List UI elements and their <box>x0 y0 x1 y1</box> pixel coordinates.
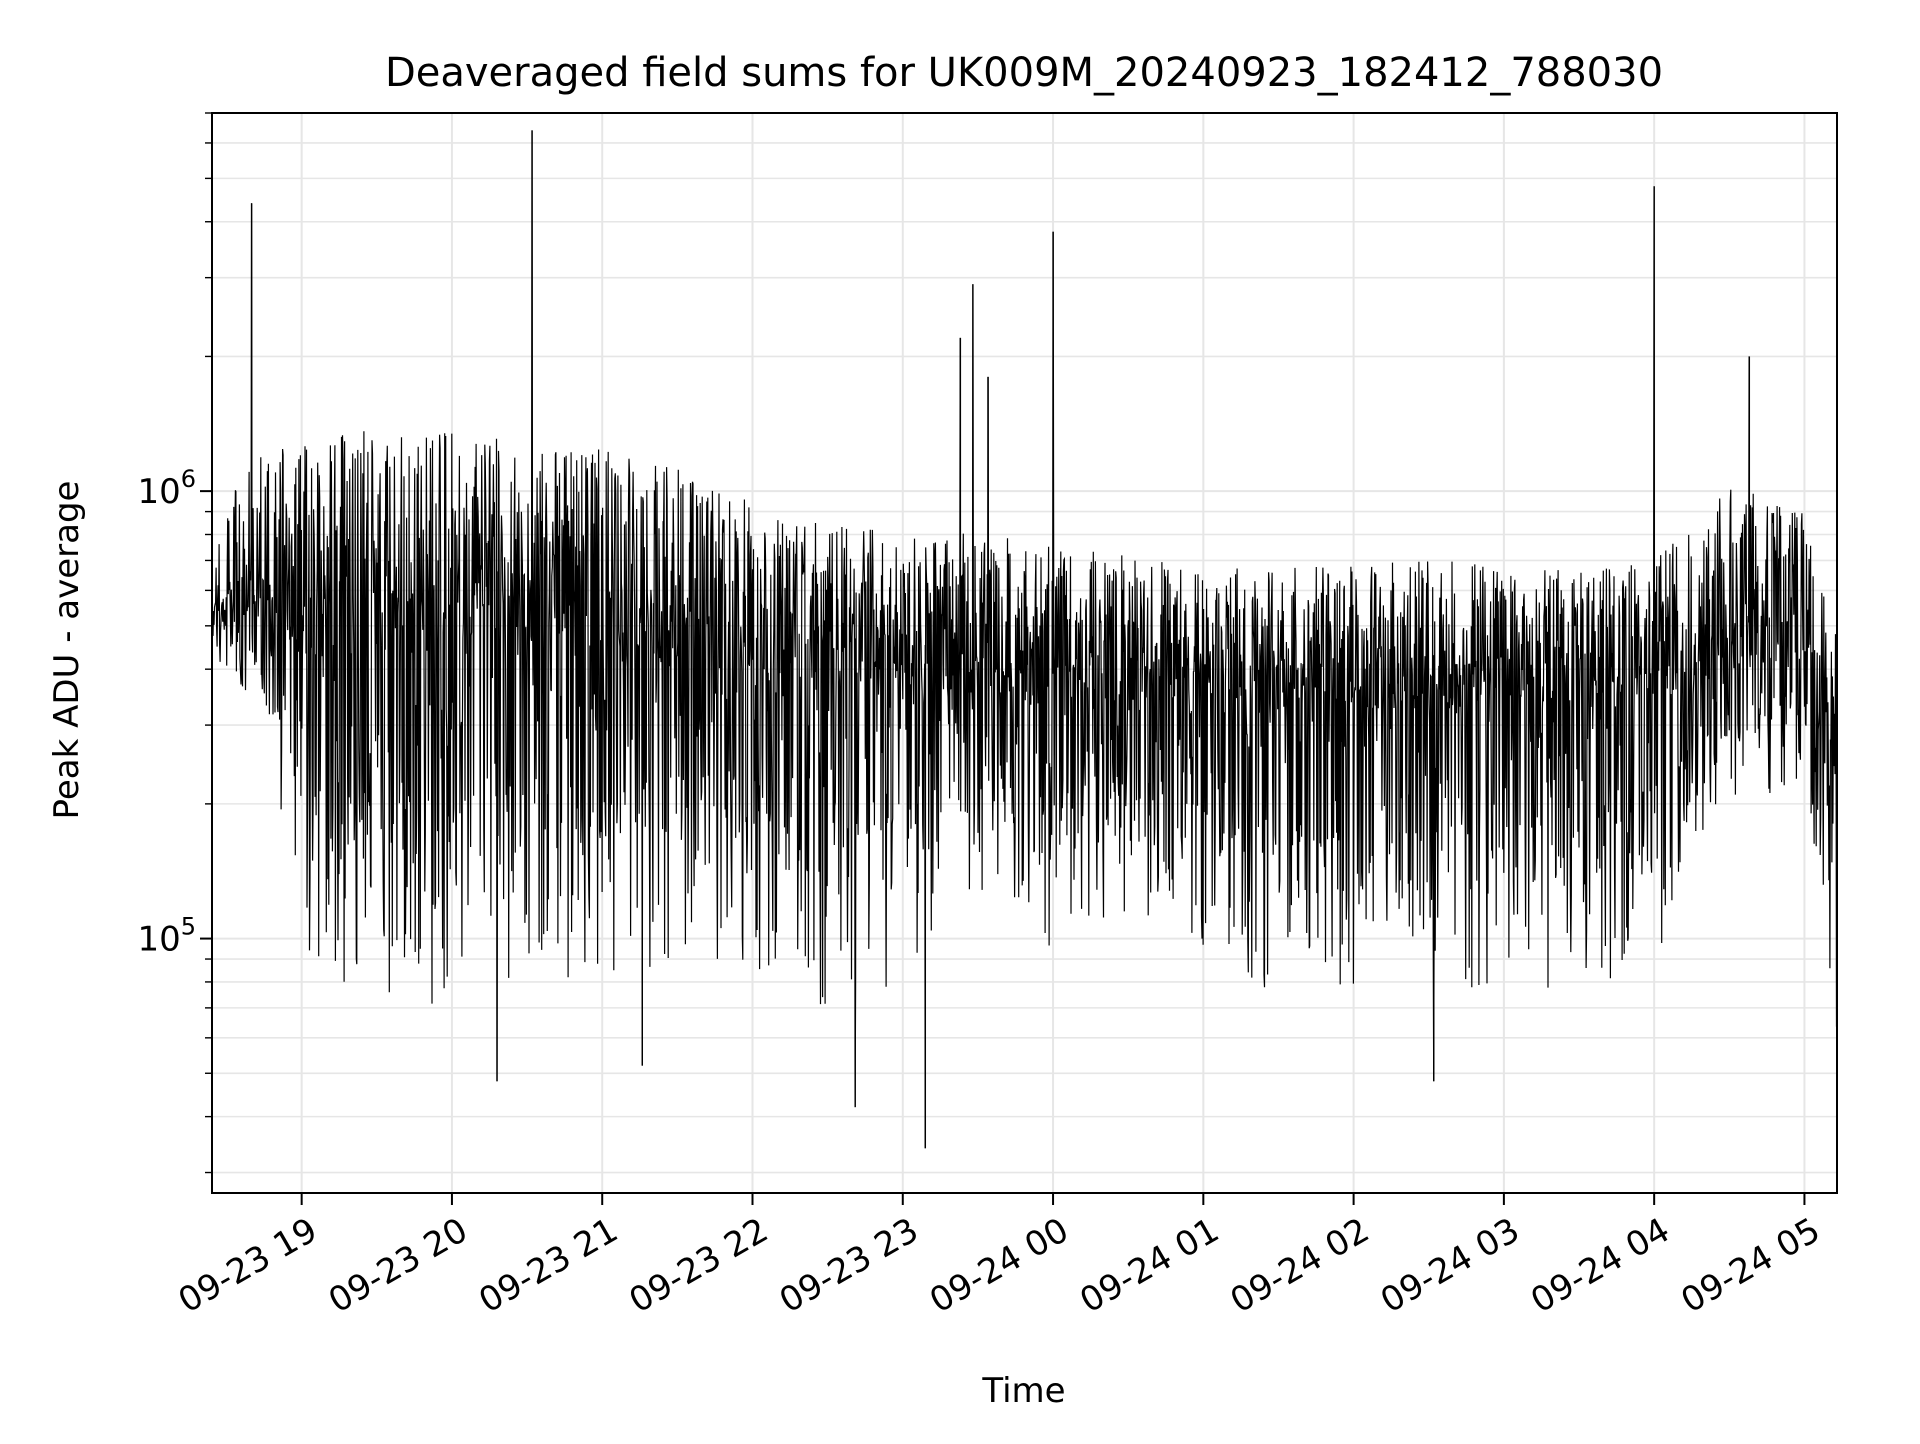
y-axis-label: Peak ADU - average <box>47 481 87 820</box>
x-axis-label: Time <box>981 1371 1065 1411</box>
y-axis: 105 106 <box>137 112 212 1174</box>
y-tick-label: 105 <box>137 913 196 960</box>
series-group <box>211 130 1838 1149</box>
series-line <box>211 130 1838 1149</box>
y-tick-label: 106 <box>137 465 196 512</box>
plot-frame <box>211 112 1838 1194</box>
chart-title: Deaveraged field sums for UK009M_2024092… <box>385 50 1663 96</box>
